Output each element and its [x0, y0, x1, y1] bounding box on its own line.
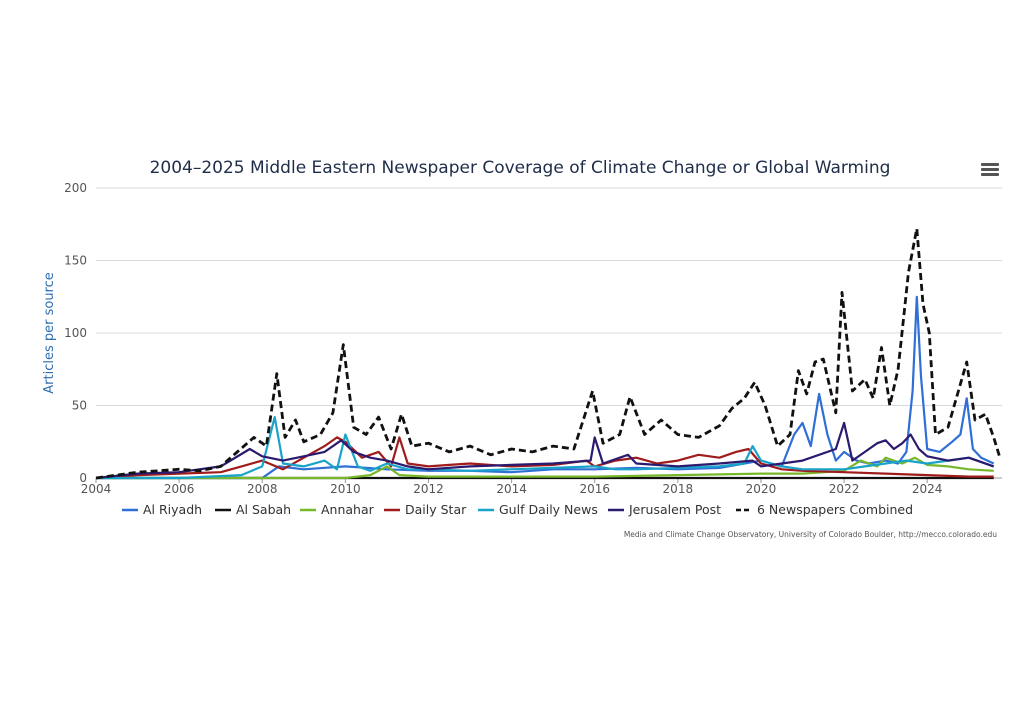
x-tick-label: 2004: [81, 482, 112, 496]
x-tick-label: 2014: [496, 482, 527, 496]
legend-item[interactable]: 6 Newspapers Combined: [736, 502, 913, 517]
y-tick-label: 50: [72, 399, 87, 413]
legend-item[interactable]: Al Riyadh: [122, 502, 202, 517]
x-tick-label: 2018: [663, 482, 694, 496]
y-tick-label: 200: [64, 181, 87, 195]
x-tick-label: 2024: [912, 482, 943, 496]
x-tick-label: 2010: [330, 482, 361, 496]
y-tick-labels: 0 50 100 150 200: [64, 181, 87, 485]
x-tick-label: 2016: [579, 482, 610, 496]
y-axis-label: Articles per source: [42, 272, 57, 394]
series-line-al-riyadh: [96, 295, 995, 480]
legend-label: Gulf Daily News: [499, 502, 598, 517]
x-tick-label: 2006: [164, 482, 195, 496]
grid-lines: [96, 187, 1002, 479]
legend-label: Jerusalem Post: [628, 502, 721, 517]
y-tick-label: 100: [64, 326, 87, 340]
legend-label: Daily Star: [405, 502, 467, 517]
x-tick-label: 2012: [413, 482, 444, 496]
x-tick-label: 2020: [746, 482, 777, 496]
legend-label: Annahar: [321, 502, 375, 517]
legend-label: Al Sabah: [236, 502, 291, 517]
legend-label: 6 Newspapers Combined: [757, 502, 913, 517]
chart-title: 2004–2025 Middle Eastern Newspaper Cover…: [150, 158, 891, 178]
legend: Al Riyadh Al Sabah Annahar Daily Star Gulf D…: [122, 502, 913, 517]
series-line-gulf-daily-news: [96, 416, 995, 480]
chart-menu-button[interactable]: [978, 158, 1004, 180]
series-line-jerusalem-post: [95, 421, 995, 480]
x-tick-labels: 2004 2006 2008 2010 2012 2014 2016 2018 2020 2022…: [81, 478, 943, 496]
legend-label: Al Riyadh: [143, 502, 202, 517]
y-tick-label: 150: [64, 254, 87, 268]
menu-icon: [981, 168, 999, 171]
menu-icon: [981, 173, 999, 176]
x-tick-label: 2008: [247, 482, 278, 496]
legend-item[interactable]: Gulf Daily News: [478, 502, 598, 517]
series-line-6-newspapers-combined: [95, 227, 1002, 480]
chart-credit: Media and Climate Change Observatory, Un…: [624, 530, 997, 539]
y-tick-label: 0: [79, 471, 87, 485]
legend-item[interactable]: Daily Star: [384, 502, 467, 517]
legend-item[interactable]: Jerusalem Post: [608, 502, 721, 517]
legend-item[interactable]: Al Sabah: [215, 502, 291, 517]
menu-icon: [981, 163, 999, 166]
x-tick-label: 2022: [829, 482, 860, 496]
legend-item[interactable]: Annahar: [300, 502, 375, 517]
series-lines: [95, 227, 1002, 480]
